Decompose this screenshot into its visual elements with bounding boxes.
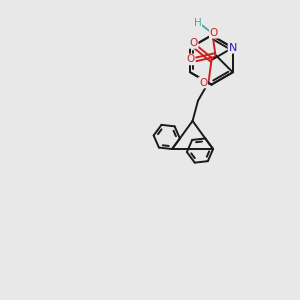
Text: H: H	[194, 18, 201, 28]
Text: O: O	[199, 77, 207, 88]
Text: O: O	[210, 28, 218, 38]
Text: O: O	[189, 38, 198, 48]
Text: N: N	[229, 43, 237, 53]
Text: O: O	[186, 54, 195, 64]
